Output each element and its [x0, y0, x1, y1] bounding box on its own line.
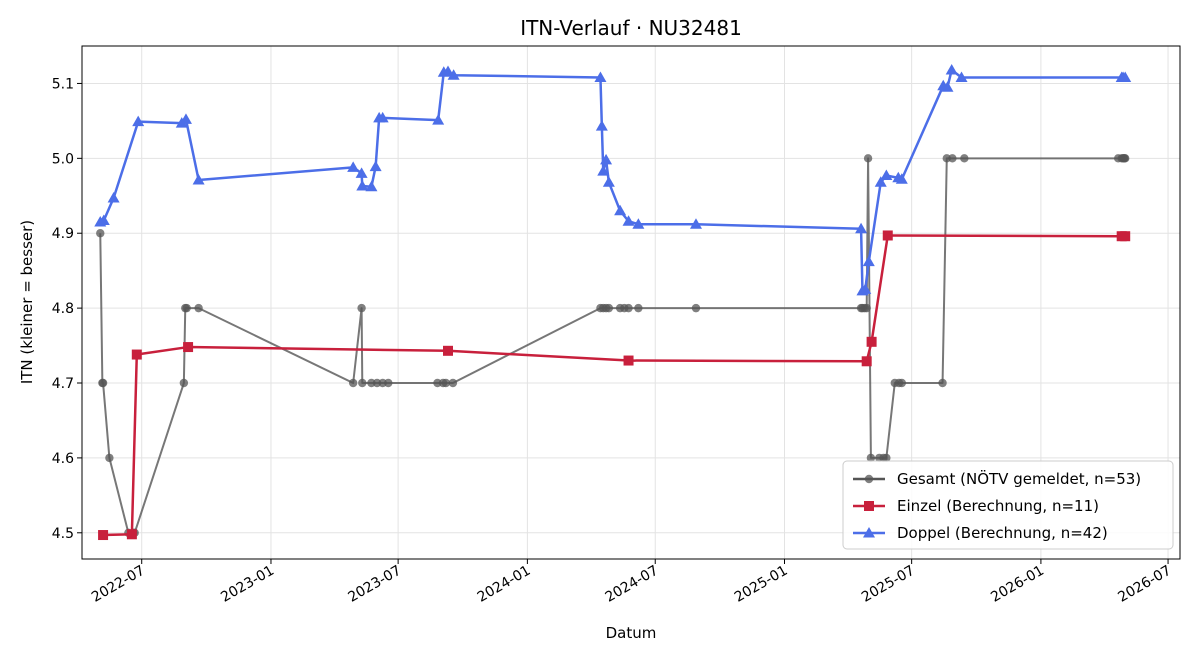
data-point — [632, 218, 645, 229]
data-point — [347, 161, 360, 172]
plot-frame — [81, 45, 1181, 560]
series-2 — [98, 230, 1131, 541]
data-point — [384, 378, 393, 388]
data-point — [895, 173, 908, 184]
data-point — [882, 230, 893, 241]
data-point — [600, 153, 613, 165]
data-point — [96, 229, 105, 238]
data-point — [448, 378, 458, 388]
data-point — [183, 342, 194, 353]
data-point — [882, 453, 891, 463]
data-point — [602, 176, 615, 187]
y-tick-label: 4.6 — [52, 451, 74, 467]
data-point — [376, 111, 389, 123]
y-axis: 4.5 4.6 4.7 4.8 4.9 5.0 5.1 — [52, 76, 82, 542]
x-axis-label: Datum — [606, 624, 657, 642]
series-layer — [94, 63, 1132, 541]
data-point — [179, 113, 192, 124]
data-point — [634, 303, 643, 313]
data-point — [1119, 71, 1132, 82]
data-point — [97, 214, 110, 225]
data-point — [880, 169, 893, 181]
y-tick-label: 4.9 — [52, 226, 74, 242]
data-point — [192, 174, 205, 185]
y-tick-label: 5.1 — [52, 76, 74, 92]
series-line — [99, 68, 1126, 293]
data-point — [938, 378, 947, 388]
grid — [82, 46, 1180, 559]
data-point — [356, 180, 369, 191]
data-point — [107, 192, 120, 203]
legend-label: Gesamt (NÖTV gemeldet, n=53) — [897, 469, 1141, 488]
data-point — [855, 222, 868, 234]
series-3 — [94, 63, 1132, 296]
y-tick-label: 4.8 — [52, 301, 74, 317]
data-point — [179, 378, 189, 388]
legend-box — [842, 460, 1174, 550]
data-point — [862, 303, 871, 313]
data-point — [874, 176, 887, 187]
data-point — [365, 180, 378, 192]
data-point — [98, 378, 108, 388]
data-point — [862, 255, 875, 267]
data-point — [194, 303, 203, 313]
data-point — [624, 303, 633, 313]
y-axis-label: ITN (kleiner = besser) — [18, 220, 36, 384]
data-point — [595, 120, 608, 131]
data-point — [357, 303, 366, 313]
data-point — [447, 69, 460, 80]
legend-label: Doppel (Berechnung, n=42) — [897, 524, 1108, 542]
data-point — [691, 303, 701, 313]
legend: Gesamt (NÖTV gemeldet, n=53) Einzel (Bere… — [842, 460, 1174, 550]
y-tick-label: 4.5 — [52, 526, 74, 542]
data-point — [604, 303, 614, 313]
data-point — [131, 349, 142, 360]
y-tick-label: 4.7 — [52, 376, 74, 392]
data-point — [866, 453, 876, 463]
data-point — [897, 378, 907, 388]
data-point — [443, 345, 453, 356]
data-point — [955, 71, 968, 82]
data-point — [355, 167, 368, 178]
data-point — [861, 356, 872, 367]
data-point — [594, 71, 607, 82]
y-tick-label: 5.0 — [52, 151, 74, 167]
series-1 — [96, 154, 1130, 537]
legend-marker — [863, 527, 875, 538]
chart-title: ITN-Verlauf · NU32481 — [520, 16, 742, 40]
data-point — [1120, 231, 1131, 242]
data-point — [614, 204, 627, 216]
data-point — [441, 378, 451, 388]
data-point — [866, 336, 877, 347]
data-point — [597, 165, 610, 176]
data-point — [98, 530, 109, 541]
data-point — [1121, 154, 1130, 163]
data-point — [945, 63, 958, 75]
data-point — [105, 453, 114, 463]
data-point — [369, 160, 382, 172]
data-point — [442, 65, 454, 76]
data-point — [432, 114, 445, 125]
data-point — [948, 154, 957, 163]
data-point — [863, 154, 873, 163]
data-point — [132, 115, 145, 127]
data-point — [622, 215, 635, 226]
data-point — [859, 283, 872, 294]
data-point — [348, 378, 358, 388]
data-point — [623, 355, 634, 366]
data-point — [941, 81, 954, 92]
data-point — [960, 154, 969, 163]
data-point — [182, 303, 191, 313]
legend-marker — [864, 501, 874, 511]
data-point — [126, 529, 137, 540]
legend-label: Einzel (Berechnung, n=11) — [897, 497, 1099, 515]
legend-marker — [864, 474, 874, 484]
data-point — [689, 218, 702, 229]
data-point — [358, 378, 367, 388]
